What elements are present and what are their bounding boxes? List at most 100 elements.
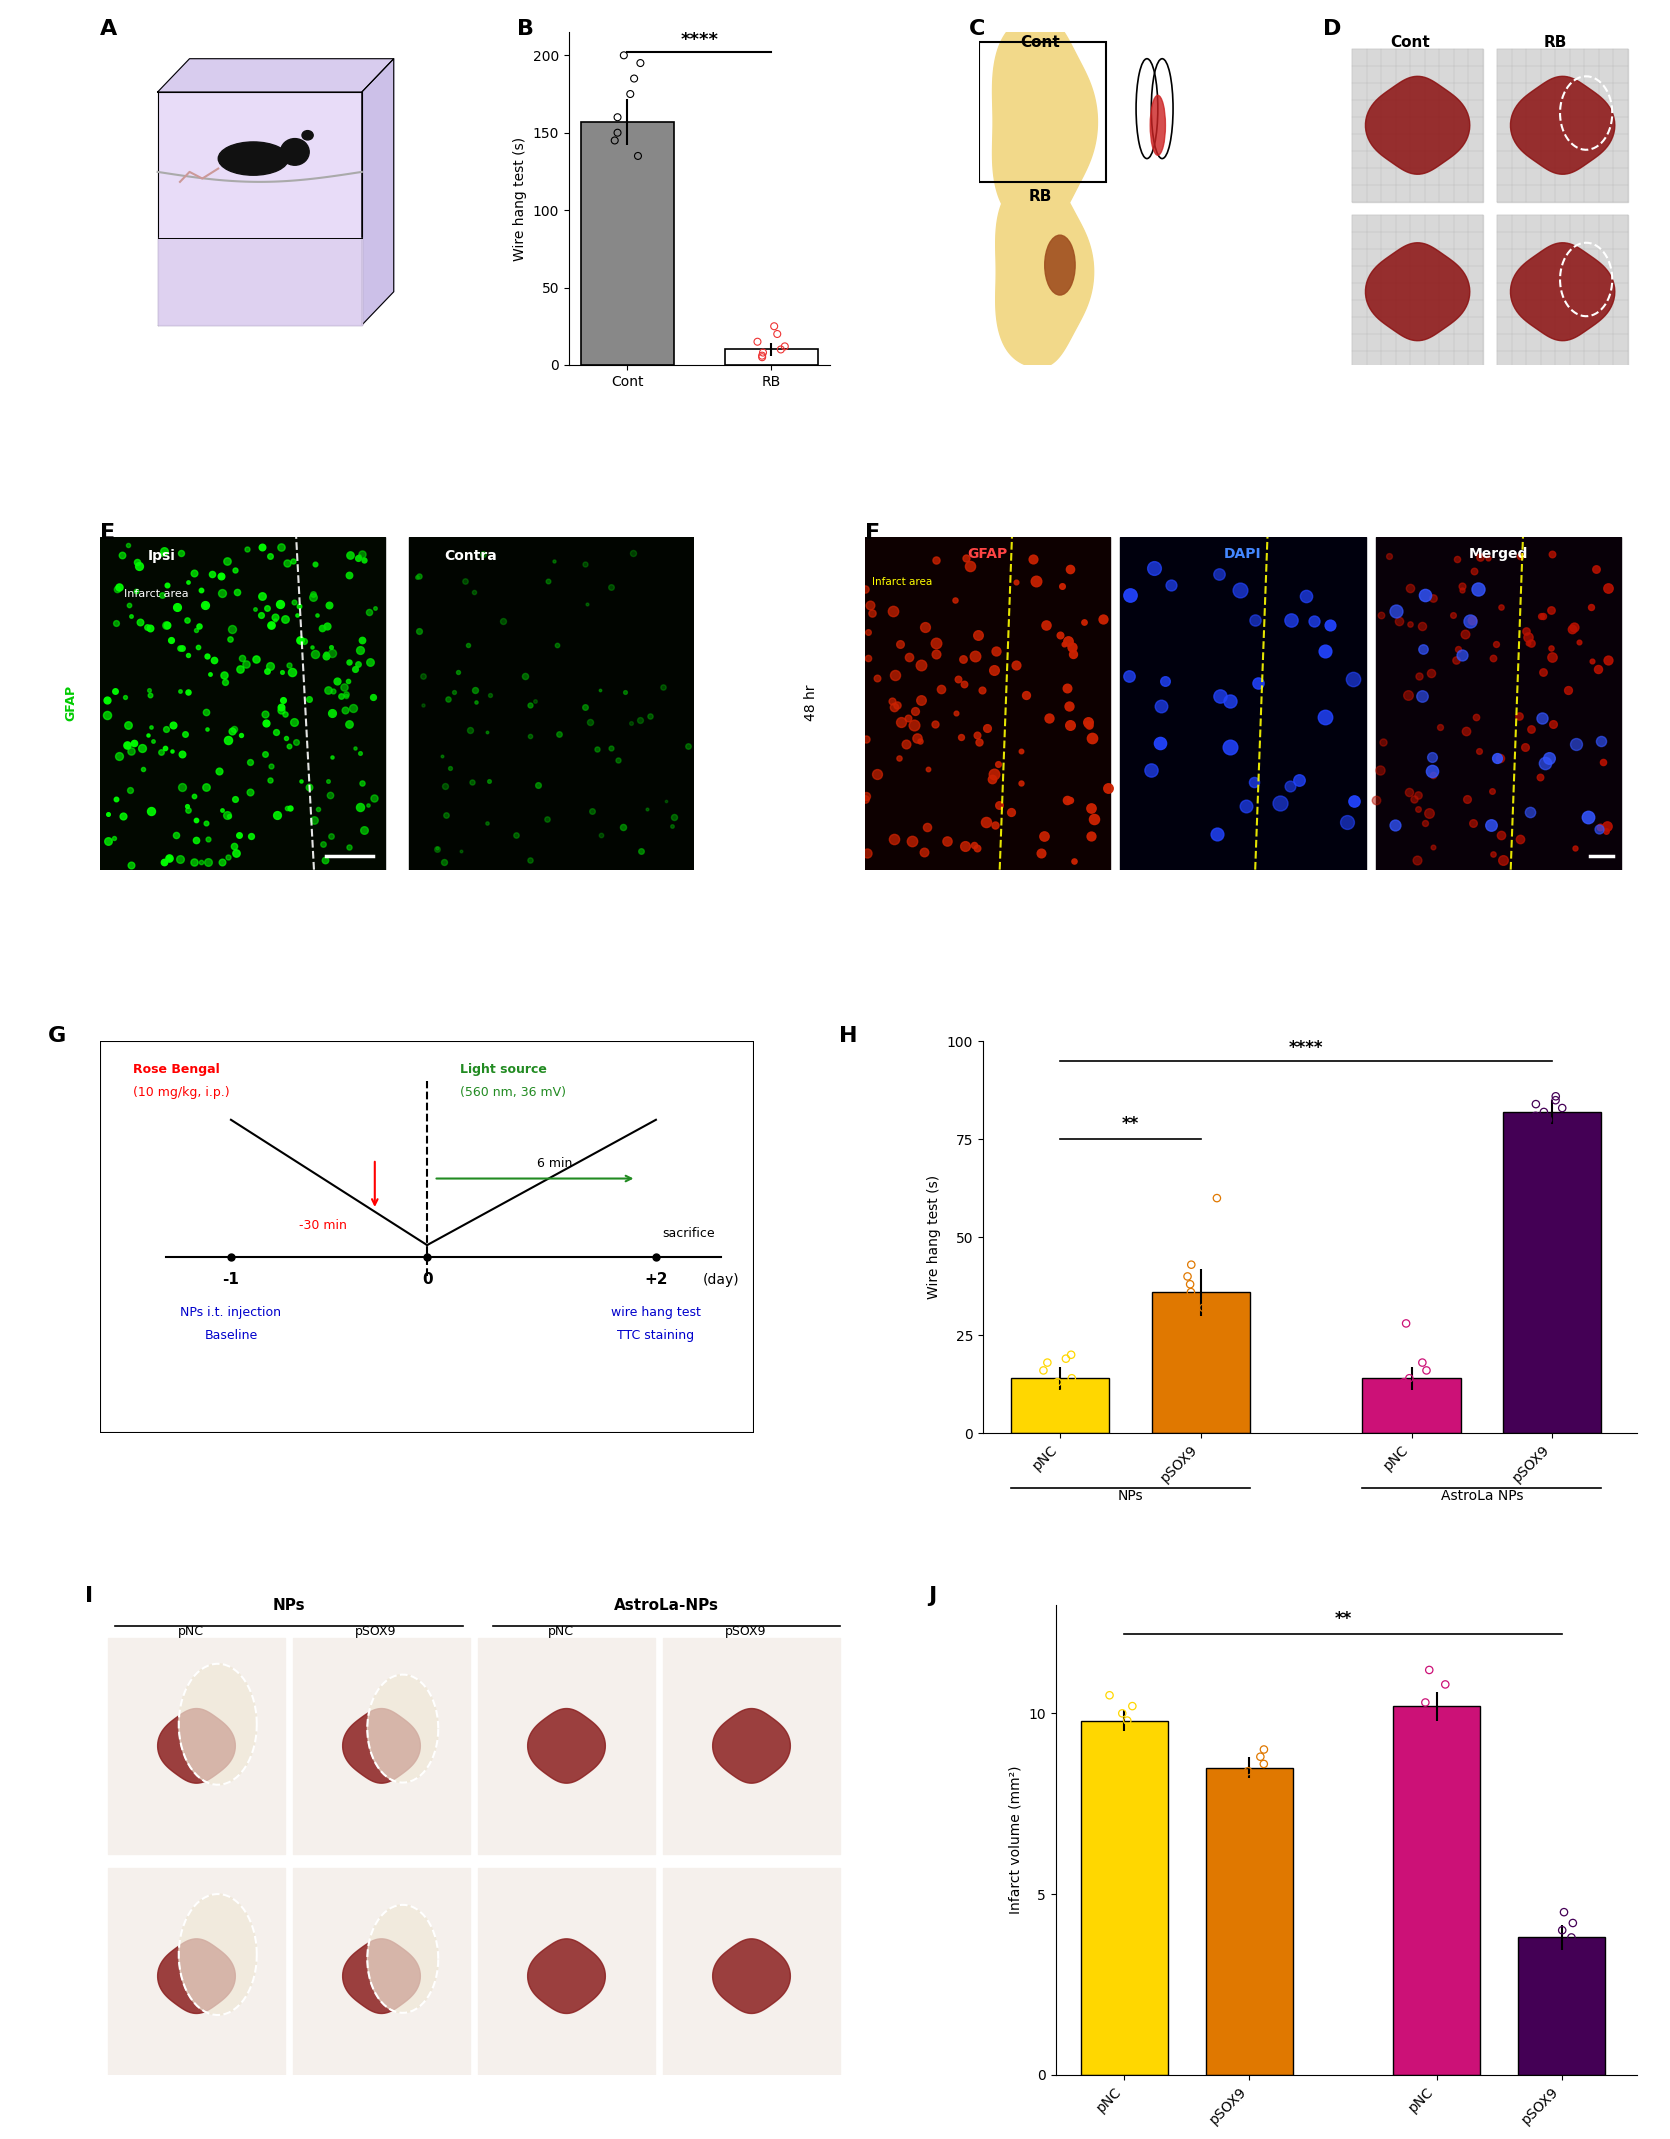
Point xyxy=(1595,644,1622,678)
Point xyxy=(159,734,185,768)
Point xyxy=(762,310,788,344)
Point xyxy=(1109,1696,1136,1730)
Point xyxy=(219,612,245,646)
Point xyxy=(287,622,314,657)
Point xyxy=(261,603,287,637)
Polygon shape xyxy=(342,1709,421,1784)
Point xyxy=(185,610,212,644)
Point xyxy=(431,845,458,879)
Point xyxy=(271,601,297,635)
Point xyxy=(1513,614,1540,648)
Polygon shape xyxy=(478,1867,655,2083)
Ellipse shape xyxy=(1151,96,1166,156)
Point xyxy=(212,665,239,699)
Polygon shape xyxy=(100,537,386,871)
Bar xyxy=(581,122,675,366)
Point xyxy=(893,727,920,761)
Point xyxy=(1278,603,1304,637)
Point xyxy=(1516,627,1543,661)
Point xyxy=(1555,672,1581,706)
Point xyxy=(880,595,907,629)
Point xyxy=(748,340,775,374)
Text: Light source: Light source xyxy=(459,1063,546,1076)
Point xyxy=(571,691,598,725)
Point xyxy=(1406,659,1433,693)
Polygon shape xyxy=(865,537,1111,871)
Point xyxy=(287,764,314,798)
Point xyxy=(282,725,309,759)
Point xyxy=(174,674,200,708)
Point xyxy=(184,824,210,858)
Text: pSOX9: pSOX9 xyxy=(356,1626,396,1638)
Point xyxy=(347,789,374,824)
Point xyxy=(1177,1266,1204,1301)
Point xyxy=(1456,605,1483,640)
Point xyxy=(1376,539,1403,573)
Point xyxy=(109,798,135,832)
Point xyxy=(858,597,885,631)
Point xyxy=(521,684,548,719)
Point xyxy=(242,642,269,676)
Point xyxy=(1536,1949,1563,1983)
Point xyxy=(361,781,387,815)
Point xyxy=(1420,755,1446,789)
Point xyxy=(194,845,220,879)
Point xyxy=(1563,727,1590,761)
Point xyxy=(1515,627,1541,661)
Text: RB: RB xyxy=(1029,188,1052,203)
Point xyxy=(219,714,245,749)
Polygon shape xyxy=(528,1938,605,2013)
Point xyxy=(319,740,346,774)
Point xyxy=(969,674,995,708)
Point xyxy=(279,655,306,689)
Point xyxy=(1075,708,1102,742)
Point xyxy=(1583,552,1610,586)
Point xyxy=(1074,706,1101,740)
Point xyxy=(1059,1360,1086,1395)
Text: (560 nm, 36 mV): (560 nm, 36 mV) xyxy=(459,1087,566,1099)
Polygon shape xyxy=(292,1867,471,2083)
Point xyxy=(1478,809,1505,843)
Point xyxy=(125,550,152,584)
Point xyxy=(154,607,180,642)
Polygon shape xyxy=(367,1675,438,1782)
Point xyxy=(1383,595,1409,629)
Point xyxy=(964,830,990,864)
Point xyxy=(1451,616,1478,650)
Point xyxy=(1394,678,1421,712)
Point xyxy=(1418,657,1445,691)
Point xyxy=(1039,1369,1065,1403)
Point xyxy=(907,648,934,682)
Point xyxy=(214,723,240,757)
Polygon shape xyxy=(1366,77,1470,173)
Point xyxy=(117,734,144,768)
Point xyxy=(1234,1754,1261,1788)
Point xyxy=(102,674,129,708)
Point xyxy=(1523,1087,1550,1121)
Text: I: I xyxy=(85,1587,94,1606)
Point xyxy=(184,614,210,648)
Point xyxy=(626,704,653,738)
Point xyxy=(296,770,322,804)
Point xyxy=(1117,578,1144,612)
Point xyxy=(274,545,301,580)
Polygon shape xyxy=(157,92,362,325)
Point xyxy=(1393,1307,1420,1341)
Point xyxy=(516,843,543,877)
Point xyxy=(349,766,376,800)
Text: 0: 0 xyxy=(423,1273,433,1288)
Point xyxy=(267,691,294,725)
Point xyxy=(913,811,940,845)
Point xyxy=(199,556,225,590)
Point xyxy=(1526,759,1553,794)
Point xyxy=(347,736,374,770)
Point xyxy=(1448,637,1475,672)
Point xyxy=(1585,652,1612,687)
Text: (day): (day) xyxy=(703,1273,740,1288)
Point xyxy=(242,593,269,627)
Point xyxy=(1418,740,1445,774)
Point xyxy=(444,655,471,689)
Point xyxy=(598,732,625,766)
Point xyxy=(1413,1354,1440,1388)
Point xyxy=(1420,757,1446,791)
